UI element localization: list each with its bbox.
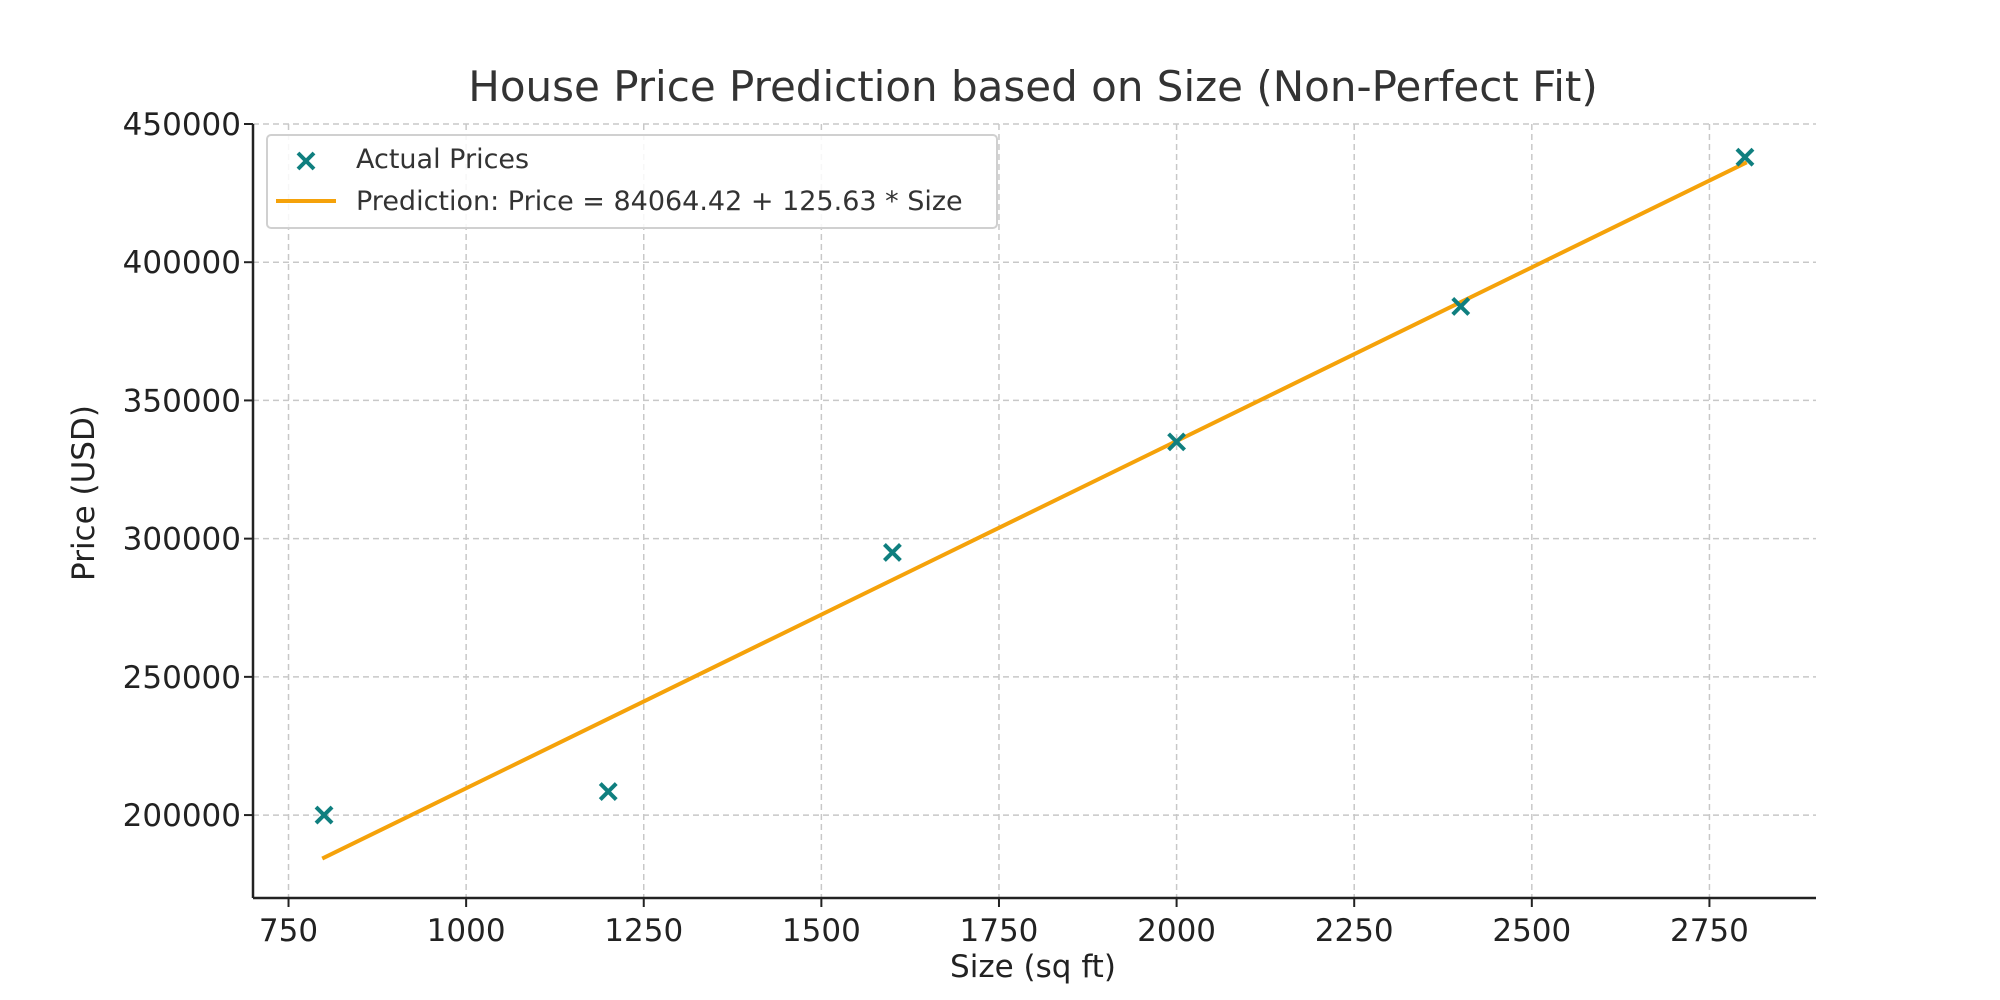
marker-stroke [314,805,334,825]
marker-stroke [598,782,618,801]
x-tick-label: 2000 [1137,913,1216,949]
data-point [1167,432,1187,452]
marker-stroke [1735,147,1755,167]
data-point [882,543,902,562]
x-tick-label: 750 [259,913,318,949]
ticks: 750 1000 1250 1500 1750 2000 2250 2500 2750 20000… [123,107,1749,949]
legend-box [266,134,998,229]
marker-stroke [882,543,902,562]
y-axis-label: Price (USD) [66,405,102,581]
marker-stroke [1451,297,1471,316]
y-tick-label: 200000 [123,798,241,834]
x-tick-label: 2750 [1670,913,1749,949]
x-tick-label: 1750 [960,913,1039,949]
legend-marker-actual-prices [296,151,316,171]
x-tick-label: 2500 [1492,913,1571,949]
data-point [598,782,618,801]
marker-stroke [296,151,316,171]
y-tick-label: 450000 [123,107,241,143]
y-tick-label: 300000 [123,522,241,558]
plot-area [314,147,1755,861]
y-tick-label: 250000 [123,660,241,696]
chart-title: House Price Prediction based on Size (No… [468,62,1598,111]
prediction-line [321,160,1748,861]
x-axis-label: Size (sq ft) [950,949,1116,985]
data-point [1735,147,1755,167]
x-tick-label: 1250 [604,913,683,949]
legend-x-marker [296,151,316,171]
data-point [314,805,334,825]
axes [251,124,1816,900]
y-tick-label: 350000 [123,383,241,419]
x-tick-label: 1000 [427,913,506,949]
grid [253,123,1816,898]
data-point [1451,297,1471,316]
legend: Actual Prices Prediction: Price = 84064.… [266,134,998,229]
y-tick-label: 400000 [123,245,241,281]
x-tick-label: 1500 [782,913,861,949]
legend-label-prediction: Prediction: Price = 84064.42 + 125.63 * … [356,186,963,217]
x-tick-label: 2250 [1315,913,1394,949]
legend-label-actual-prices: Actual Prices [356,144,529,175]
marker-stroke [1167,432,1187,452]
